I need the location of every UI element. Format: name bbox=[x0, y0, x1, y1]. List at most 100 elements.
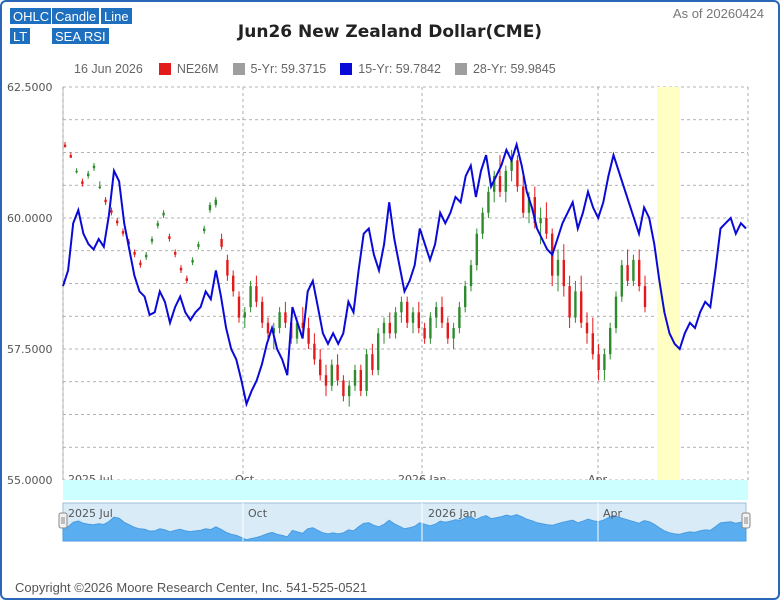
candle-body bbox=[446, 322, 449, 339]
candle-body bbox=[266, 322, 270, 334]
candle-body bbox=[168, 236, 171, 239]
legend-label: 28-Yr: 59.9845 bbox=[472, 62, 556, 76]
candle-body bbox=[353, 369, 357, 386]
sea-rsi-button[interactable]: SEA RSI bbox=[51, 27, 110, 45]
candle-body bbox=[371, 354, 374, 370]
candle-body bbox=[382, 322, 386, 334]
candle-body bbox=[214, 199, 217, 205]
candle-body bbox=[336, 364, 339, 381]
navigator-tick-label: Apr bbox=[603, 507, 623, 520]
candle-body bbox=[174, 252, 177, 255]
candle-body bbox=[208, 204, 212, 211]
candle-body bbox=[643, 286, 647, 308]
candle-body bbox=[400, 301, 403, 313]
legend-item-28yr[interactable]: 28-Yr: 59.9845 bbox=[454, 62, 556, 76]
candle-body bbox=[574, 291, 577, 318]
legend-swatch bbox=[158, 63, 171, 75]
candle-body bbox=[469, 265, 473, 287]
candle-body bbox=[220, 238, 223, 247]
candle-body bbox=[284, 312, 287, 323]
candle-body bbox=[423, 328, 426, 339]
candle-body bbox=[585, 322, 589, 334]
candle-body bbox=[203, 228, 206, 232]
candle-body bbox=[139, 262, 142, 266]
legend-label: 15-Yr: 59.7842 bbox=[358, 62, 441, 76]
line-button[interactable]: Line bbox=[100, 7, 133, 25]
candle-body bbox=[232, 275, 235, 292]
candle-body bbox=[237, 296, 241, 318]
candle-body bbox=[307, 328, 310, 344]
candle-body bbox=[69, 155, 72, 158]
legend-swatch bbox=[340, 63, 353, 75]
series-line-15yr bbox=[62, 140, 747, 408]
candle-body bbox=[440, 307, 444, 323]
candle-body bbox=[81, 181, 84, 184]
lt-button[interactable]: LT bbox=[9, 27, 32, 45]
navigator-tick-label: 2026 Jan bbox=[428, 507, 476, 520]
candle-body bbox=[568, 286, 571, 318]
candle-body bbox=[533, 197, 536, 224]
range-navigator[interactable]: 2025 Jul Oct 2026 Jan Apr bbox=[58, 502, 751, 542]
legend-item-ne26m[interactable]: NE26M bbox=[158, 62, 219, 76]
candle-body bbox=[609, 328, 612, 355]
legend: 16 Jun 2026 NE26M 5-Yr: 59.3715 15-Yr: 5… bbox=[74, 62, 570, 76]
candle-body bbox=[179, 267, 183, 271]
candle-body bbox=[313, 343, 316, 360]
candlestick-series bbox=[63, 142, 647, 407]
legend-item-5yr[interactable]: 5-Yr: 59.3715 bbox=[232, 62, 326, 76]
navigator-area bbox=[62, 514, 747, 542]
navigator-tick-label: Oct bbox=[248, 507, 268, 520]
candle-body bbox=[301, 322, 304, 329]
navigator-right-handle[interactable] bbox=[741, 512, 751, 529]
candle-body bbox=[133, 252, 136, 255]
navigator-tick-label: 2025 Jul bbox=[68, 507, 113, 520]
navigator-left-handle[interactable] bbox=[58, 512, 68, 529]
candle-body bbox=[429, 317, 432, 339]
candle-body bbox=[591, 333, 594, 355]
candle-body bbox=[539, 218, 542, 224]
candle-body bbox=[632, 259, 635, 281]
candle-body bbox=[226, 259, 229, 276]
candle-body bbox=[580, 291, 583, 323]
candle-body bbox=[458, 307, 461, 329]
candle-body bbox=[394, 312, 397, 334]
candle-body bbox=[261, 301, 264, 323]
candle-button[interactable]: Candle bbox=[51, 7, 101, 25]
candle-body bbox=[406, 301, 409, 323]
candle-body bbox=[342, 380, 345, 397]
legend-label: NE26M bbox=[176, 62, 219, 76]
legend-item-15yr[interactable]: 15-Yr: 59.7842 bbox=[340, 62, 441, 76]
candle-body bbox=[464, 286, 467, 308]
candle-body bbox=[603, 354, 606, 370]
as-of-date: As of 20260424 bbox=[672, 6, 764, 21]
candle-body bbox=[626, 265, 629, 281]
candle-body bbox=[150, 238, 154, 242]
candle-body bbox=[249, 286, 252, 308]
candle-body bbox=[545, 218, 548, 234]
candle-body bbox=[562, 259, 565, 287]
navigator-strip bbox=[63, 480, 748, 500]
candle-body bbox=[295, 322, 299, 339]
candle-body bbox=[278, 312, 281, 329]
legend-swatch bbox=[454, 63, 467, 75]
candle-body bbox=[110, 210, 113, 213]
candle-body bbox=[498, 176, 502, 192]
ohlc-button[interactable]: OHLC bbox=[9, 7, 54, 25]
candle-body bbox=[516, 160, 519, 187]
candle-body bbox=[87, 173, 90, 177]
candle-body bbox=[98, 186, 101, 189]
candle-body bbox=[104, 199, 107, 203]
y-axis-labels: 62.5000 60.0000 57.5000 55.0000 bbox=[7, 81, 53, 487]
candle-body bbox=[156, 223, 159, 226]
highlight-band bbox=[657, 87, 680, 480]
candle-body bbox=[614, 296, 618, 329]
candle-body bbox=[493, 176, 496, 192]
candle-body bbox=[272, 328, 275, 334]
legend-date: 16 Jun 2026 bbox=[74, 62, 143, 76]
candle-body bbox=[324, 375, 328, 386]
candle-body bbox=[191, 259, 194, 263]
candle-body bbox=[145, 254, 148, 258]
candle-body bbox=[481, 212, 484, 234]
candle-body bbox=[638, 259, 641, 287]
